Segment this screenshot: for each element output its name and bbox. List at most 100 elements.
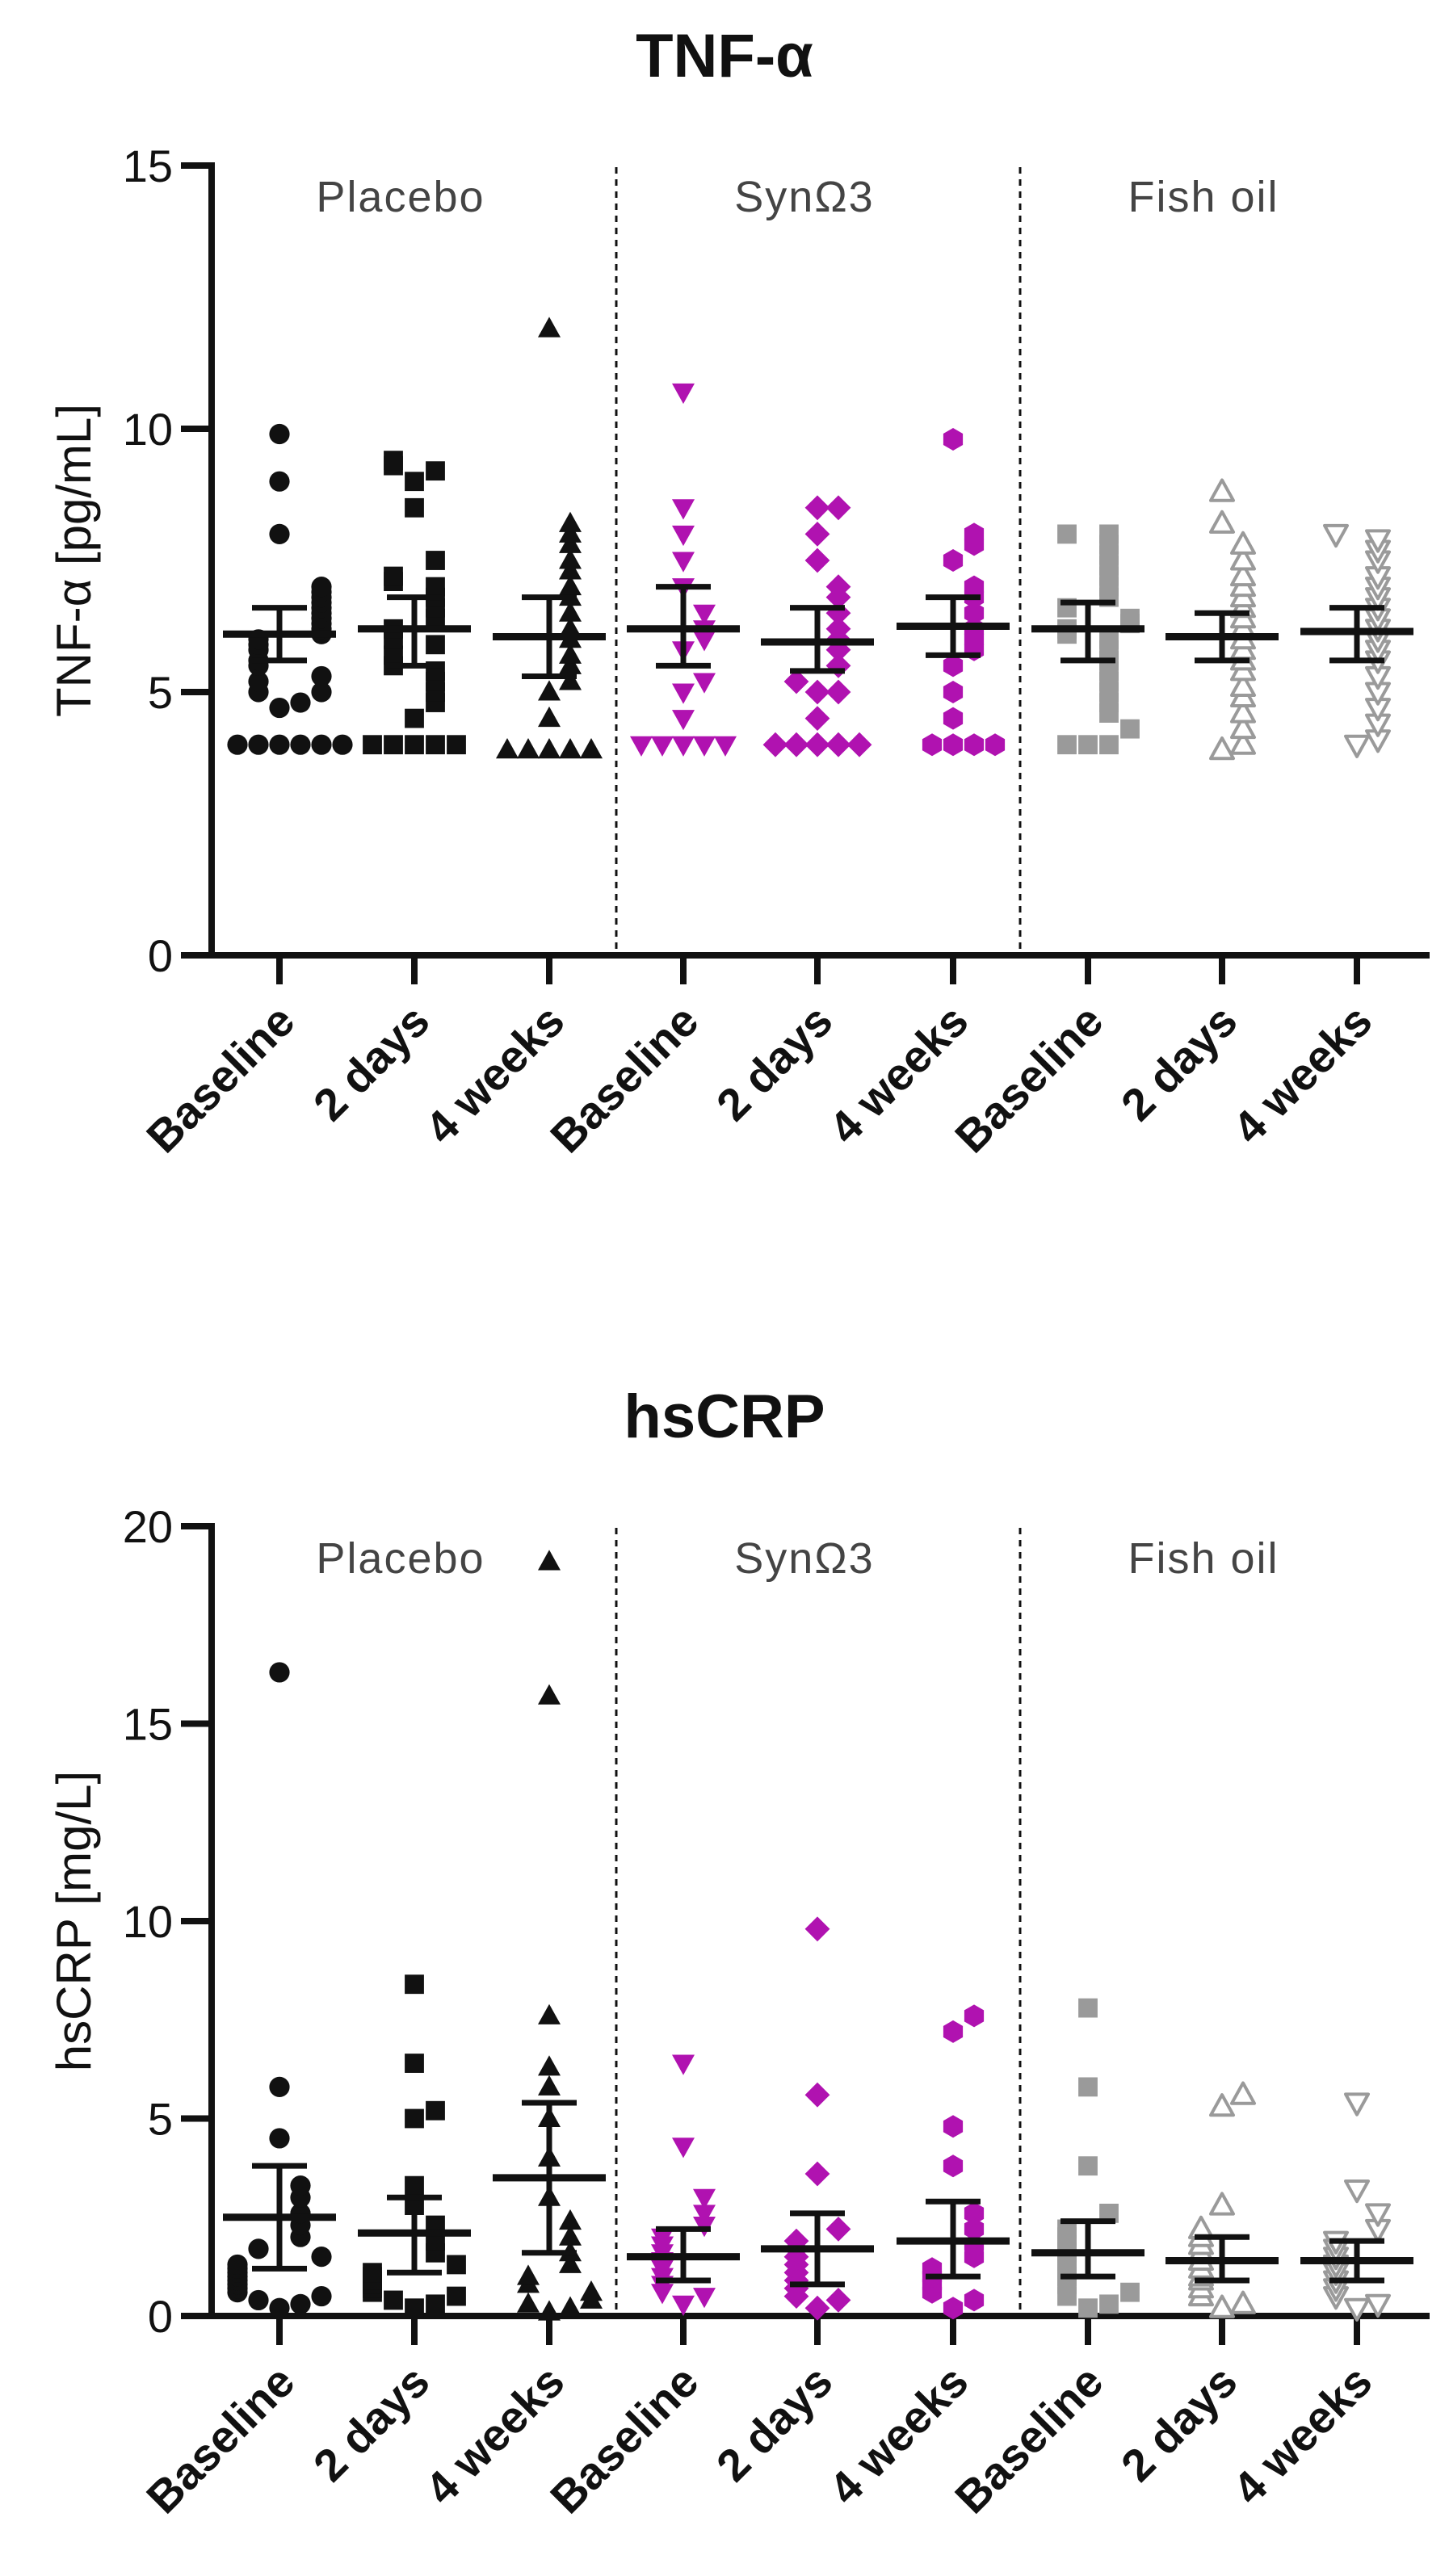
tnf-group-label: Placebo [316,173,485,221]
tnf-data-point [804,548,830,573]
hscrp-data-point [269,2128,290,2149]
hscrp-data-point [825,2288,851,2313]
tnf-data-point [269,734,290,755]
tnf-x-category-label: 4 weeks [1223,995,1381,1153]
tnf-series [493,317,606,759]
tnf-data-point [1099,524,1119,544]
hscrp-data-point [405,2298,424,2318]
hscrp-data-point [1230,2290,1256,2314]
hscrp-series [1300,2092,1413,2322]
hscrp-x-category-label: 2 days [304,2356,439,2491]
hscrp-data-point [943,2297,964,2320]
hscrp-data-point [693,2188,716,2209]
tnf-data-point [559,522,582,543]
hscrp-data-point [538,2003,561,2024]
hscrp-data-point [248,2289,269,2311]
tnf-data-point [1078,735,1098,755]
tnf-data-point [559,548,582,569]
hscrp-data-point [580,2280,603,2301]
hscrp-series [493,1550,606,2321]
tnf-y-tick-label: 0 [148,930,173,981]
tnf-data-point [269,697,290,719]
tnf-data-point [651,736,674,757]
hscrp-x-category-label: Baseline [136,2356,304,2523]
tnf-y-tick-label: 10 [123,404,173,455]
tnf-data-point [384,451,403,471]
tnf-data-point [672,710,695,731]
tnf-data-point [363,735,382,755]
tnf-data-point [1099,629,1119,649]
tnf-x-category-label: Baseline [136,995,304,1162]
tnf-series [1166,478,1279,761]
tnf-data-point [426,461,445,481]
hscrp-data-point [1344,2297,1370,2322]
tnf-data-point [783,669,809,694]
tnf-data-point [1323,523,1349,548]
tnf-data-point [1230,547,1256,571]
hscrp-data-point [651,2228,674,2249]
tnf-series [897,428,1010,757]
hscrp-data-point [426,2294,445,2314]
tnf-data-point [1120,719,1140,739]
hscrp-data-point [1078,2298,1098,2318]
tnf-data-point [405,708,424,728]
hscrp-data-point [290,2175,311,2196]
tnf-y-tick-label: 15 [123,141,173,191]
tnf-data-point [538,680,561,701]
tnf-chart-title: TNF-α [636,22,813,90]
hscrp-data-point [405,2108,424,2129]
tnf-data-point [825,616,851,642]
tnf-data-point [825,679,851,705]
hscrp-data-point [1078,1998,1098,2018]
hscrp-data-point [426,2100,445,2121]
tnf-data-point [943,654,964,678]
tnf-y-tick-label: 5 [148,667,173,718]
hscrp-data-point [1344,2092,1370,2117]
tnf-series [1300,523,1413,758]
tnf-data-point [846,732,872,757]
tnf-data-point [943,707,964,730]
tnf-data-point [964,575,985,598]
tnf-series [627,383,740,757]
hscrp-data-point [1099,2203,1119,2223]
tnf-data-point [538,738,561,759]
hscrp-chart: hsCRP hsCRP [mg/L] 0 5 10 15 20 Placebo SynΩ3 Fis… [47,1382,1430,2523]
tnf-data-point [825,495,851,521]
tnf-data-point [672,552,695,573]
hscrp-data-point [1209,2294,1235,2318]
hscrp-x-category-label: 2 days [707,2356,842,2491]
hscrp-data-point [384,2290,403,2310]
tnf-data-point [290,692,311,713]
hscrp-data-point [672,2138,695,2159]
hscrp-data-point [405,1974,424,1995]
tnf-data-point [672,683,695,704]
tnf-data-point [693,631,716,652]
tnf-data-point [1230,699,1256,724]
tnf-x-category-label: Baseline [540,995,708,1162]
tnf-data-point [559,532,582,553]
hscrp-data-point [1099,2294,1119,2314]
tnf-data-point [825,574,851,599]
tnf-data-point [1365,529,1391,553]
tnf-data-point [405,735,424,755]
tnf-data-point [580,738,603,759]
hscrp-data-point [538,2075,561,2096]
hscrp-x-category-label: 2 days [1111,2356,1247,2491]
tnf-data-point [559,601,582,622]
tnf-data-point [783,732,809,757]
hscrp-data-point [672,2054,695,2075]
hscrp-data-point [311,2247,332,2268]
hscrp-data-point [517,2264,540,2285]
hscrp-data-point [1365,2203,1391,2227]
tnf-data-point [559,617,582,638]
hscrp-data-point [538,1550,561,1571]
tnf-data-point [517,738,540,759]
tnf-data-point [311,665,332,687]
hscrp-data-point [943,2115,964,2138]
tnf-data-point [384,566,403,586]
tnf-data-point [1120,608,1140,628]
tnf-data-point [1344,734,1370,758]
hscrp-data-point [964,2217,985,2241]
tnf-group-label: SynΩ3 [734,173,874,221]
tnf-data-point [311,682,332,703]
